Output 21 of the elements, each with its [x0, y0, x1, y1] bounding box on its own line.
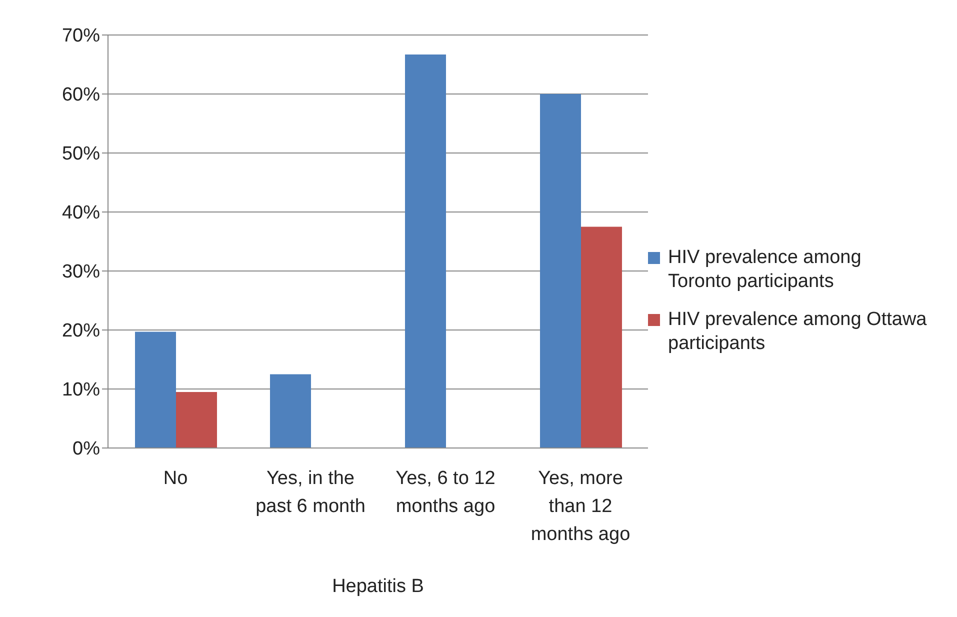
- y-tick-label: 30%: [62, 262, 100, 283]
- y-tick-label: 50%: [62, 144, 100, 165]
- x-tick-label: No: [163, 468, 188, 489]
- y-tick-label: 20%: [62, 320, 100, 342]
- bar: [135, 332, 176, 448]
- bar: [270, 374, 311, 448]
- y-tick-label: 70%: [62, 26, 100, 47]
- y-tick-label: 10%: [62, 380, 100, 401]
- bar: [405, 54, 446, 448]
- x-tick-label: Yes, 6 to 12 months ago: [396, 468, 496, 517]
- y-tick-label: 40%: [62, 202, 100, 224]
- x-tick-label: Yes, more than 12 months ago: [530, 468, 630, 545]
- legend-label: HIV prevalence among Toronto participants: [668, 246, 862, 294]
- y-tick-label: 60%: [62, 84, 100, 106]
- x-axis-title: Hepatitis B: [332, 576, 424, 597]
- bar: [581, 226, 622, 448]
- y-tick-label: 0%: [72, 438, 100, 460]
- x-tick-label: Yes, in the past 6 month: [256, 468, 366, 517]
- bar: [540, 94, 581, 448]
- bar: [176, 392, 217, 448]
- legend-label: HIV prevalence among Ottawa participants: [668, 308, 928, 356]
